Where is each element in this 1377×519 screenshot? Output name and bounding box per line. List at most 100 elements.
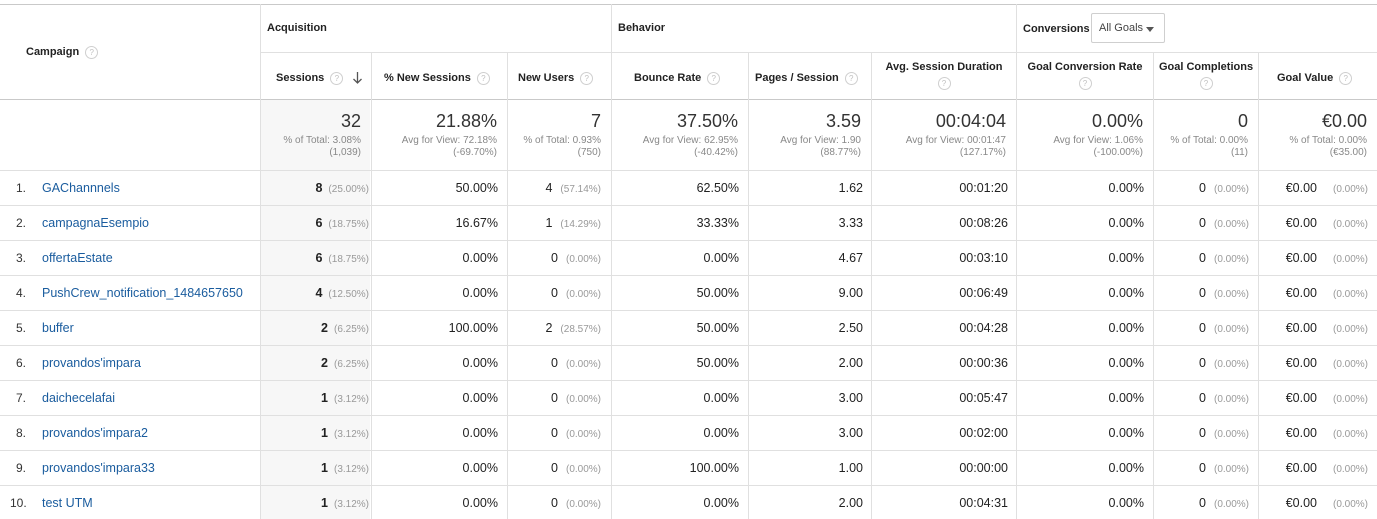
row-number: 10.: [10, 496, 27, 510]
campaign-link[interactable]: buffer: [42, 321, 74, 335]
help-icon[interactable]: ?: [330, 71, 344, 85]
column-divider: [507, 52, 508, 519]
row-number: 2.: [16, 216, 27, 230]
row-number: 8.: [16, 426, 27, 440]
avg-duration-cell: 00:01:20: [959, 181, 1008, 195]
campaign-link[interactable]: daichecelafai: [42, 391, 115, 405]
row-number: 1.: [16, 181, 27, 195]
avg-duration-column-header[interactable]: Avg. Session Duration?: [872, 60, 1016, 90]
goal-completions-percent: (0.00%): [1213, 394, 1249, 405]
help-icon[interactable]: ?: [85, 45, 99, 59]
new-sessions-column-header[interactable]: % New Sessions?: [384, 71, 490, 85]
goal-value-value: €0.00: [1285, 321, 1317, 335]
goal-selector-dropdown[interactable]: All Goals: [1091, 13, 1165, 43]
summary-goal-conversion-rate-diff: (-100.00%): [1093, 147, 1143, 158]
summary-new-users-value: 7: [590, 111, 601, 131]
new-sessions-cell: 16.67%: [455, 216, 498, 230]
campaign-header[interactable]: Campaign?: [26, 45, 99, 59]
summary-sessions-value: 32: [340, 111, 361, 131]
help-icon[interactable]: ?: [1339, 71, 1353, 85]
new-users-cell: 2 (28.57%): [545, 321, 601, 335]
help-icon[interactable]: ?: [580, 71, 594, 85]
new-sessions-cell: 0.00%: [462, 496, 498, 510]
goal-completions-percent: (0.00%): [1213, 464, 1249, 475]
header-bottom-border: [0, 99, 1377, 100]
pages-session-cell: 3.00: [838, 391, 863, 405]
campaign-link[interactable]: campagnaEsempio: [42, 216, 150, 230]
sort-descending-arrow-icon[interactable]: [353, 72, 363, 85]
new-users-value: 2: [545, 321, 553, 335]
behavior-group-header: Behavior: [618, 22, 666, 34]
help-icon[interactable]: ?: [476, 71, 490, 85]
bounce-rate-cell: 0.00%: [703, 496, 739, 510]
new-users-percent: (14.29%): [560, 219, 601, 230]
goal-value-percent: (0.00%): [1332, 429, 1368, 440]
pages-session-column-header[interactable]: Pages / Session?: [755, 71, 858, 85]
goal-value-percent: (0.00%): [1332, 219, 1368, 230]
sessions-cell: 1 (3.12%): [321, 391, 369, 405]
goal-completions-column-header[interactable]: Goal Completions?: [1154, 60, 1258, 90]
goal-value-value: €0.00: [1285, 251, 1317, 265]
sessions-cell: 1 (3.12%): [321, 461, 369, 475]
summary-bounce-rate-diff: (-40.42%): [694, 147, 738, 158]
goal-value-cell: €0.00 (0.00%): [1286, 216, 1368, 230]
sessions-cell: 6 (18.75%): [315, 251, 369, 265]
campaign-link[interactable]: provandos'impara2: [42, 426, 148, 440]
new-users-cell: 1 (14.29%): [545, 216, 601, 230]
goal-value-value: €0.00: [1285, 426, 1317, 440]
new-users-percent: (57.14%): [560, 184, 601, 195]
new-users-value: 0: [551, 496, 558, 510]
new-users-value: 0: [551, 461, 558, 475]
campaign-link[interactable]: test UTM: [42, 496, 93, 510]
new-users-column-header[interactable]: New Users?: [518, 71, 594, 85]
sessions-percent: (3.12%): [333, 429, 369, 440]
bounce-rate-cell: 50.00%: [696, 356, 739, 370]
row-divider: [0, 310, 1377, 311]
goal-completions-value: 0: [1199, 496, 1206, 510]
column-divider: [748, 52, 749, 519]
campaign-link[interactable]: provandos'impara: [42, 356, 141, 370]
row-number: 4.: [16, 286, 27, 300]
goal-conv-rate-cell: 0.00%: [1108, 391, 1144, 405]
summary-avg-duration-diff: (127.17%): [959, 147, 1006, 158]
goal-completions-value: 0: [1199, 461, 1206, 475]
campaign-link[interactable]: offertaEstate: [42, 251, 113, 265]
summary-new-sessions-value: 21.88%: [435, 111, 497, 131]
row-number: 7.: [16, 391, 27, 405]
goal-value-cell: €0.00 (0.00%): [1286, 356, 1368, 370]
column-divider: [611, 4, 612, 519]
help-icon[interactable]: ?: [707, 71, 721, 85]
bounce-rate-cell: 62.50%: [696, 181, 739, 195]
campaign-link[interactable]: PushCrew_notification_1484657650: [42, 286, 243, 300]
help-icon[interactable]: ?: [1078, 77, 1092, 90]
goal-conversion-rate-column-header[interactable]: Goal Conversion Rate?: [1017, 60, 1153, 90]
new-sessions-cell: 0.00%: [462, 286, 498, 300]
bounce-rate-column-header[interactable]: Bounce Rate?: [634, 71, 721, 85]
goal-conv-rate-cell: 0.00%: [1108, 181, 1144, 195]
new-users-cell: 0 (0.00%): [551, 391, 601, 405]
summary-sessions-total: (1,039): [329, 147, 361, 158]
goal-completions-cell: 0 (0.00%): [1199, 461, 1249, 475]
help-icon[interactable]: ?: [1199, 77, 1213, 90]
avg-duration-cell: 00:06:49: [959, 286, 1008, 300]
row-divider: [0, 415, 1377, 416]
new-users-cell: 0 (0.00%): [551, 356, 601, 370]
campaign-link[interactable]: GAChannnels: [42, 181, 120, 195]
summary-goal-value-value: €0.00: [1321, 111, 1367, 131]
campaign-link[interactable]: provandos'impara33: [42, 461, 155, 475]
new-sessions-cell: 100.00%: [448, 321, 498, 335]
goal-value-column-header[interactable]: Goal Value?: [1277, 71, 1353, 85]
column-divider: [371, 52, 372, 519]
bounce-rate-cell: 0.00%: [703, 251, 739, 265]
help-icon[interactable]: ?: [937, 77, 951, 90]
sessions-value: 1: [321, 426, 328, 440]
help-icon[interactable]: ?: [844, 71, 858, 85]
sessions-column-header[interactable]: Sessions?: [276, 71, 363, 85]
goal-conversion-rate-header-label: Goal Conversion Rate: [1027, 61, 1143, 73]
sessions-cell: 8 (25.00%): [315, 181, 369, 195]
dropdown-caret-icon: [1146, 27, 1154, 32]
summary-new-users-total: (750): [577, 147, 601, 158]
new-sessions-cell: 50.00%: [455, 181, 498, 195]
sessions-cell: 4 (12.50%): [315, 286, 369, 300]
